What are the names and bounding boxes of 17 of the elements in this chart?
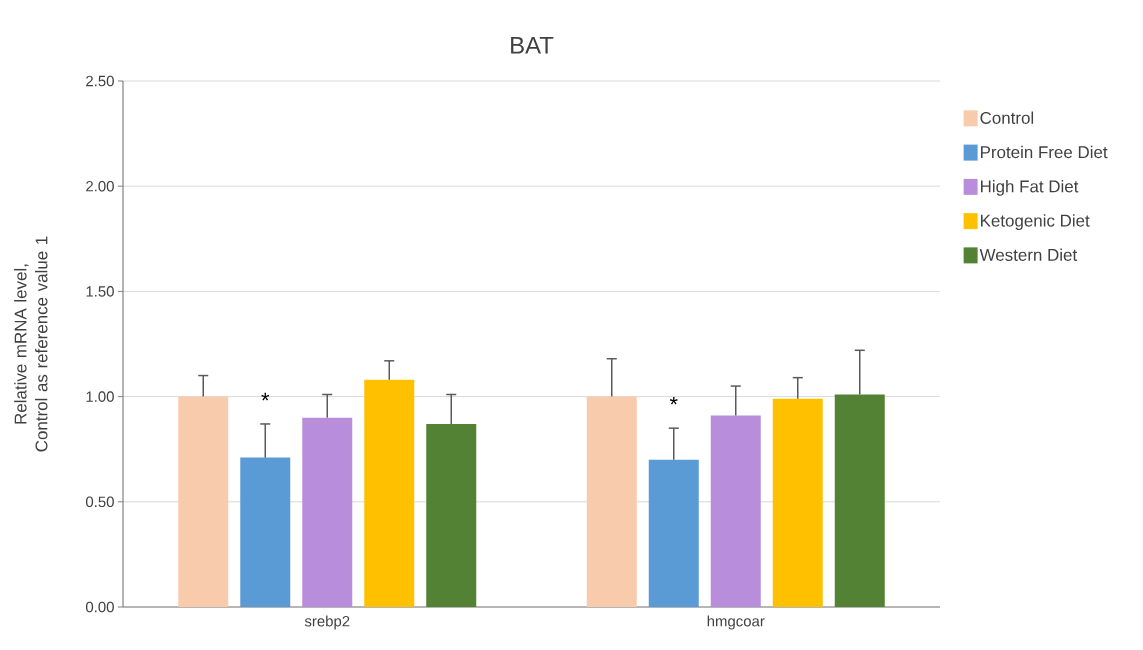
y-tick-label: 0.00 xyxy=(85,601,114,613)
legend-label: Western Diet xyxy=(979,248,1078,261)
y-tick-label: 1.50 xyxy=(86,286,114,297)
chart-title: BAT xyxy=(511,37,554,54)
x-tick-label: hmgcoar xyxy=(707,615,765,630)
y-tick-label: 0.50 xyxy=(85,496,114,508)
legend-label: Protein Free Diet xyxy=(981,145,1108,159)
y-tick-label: 1.00 xyxy=(86,391,114,402)
annotation: * xyxy=(669,396,678,405)
y-tick-label: 2.50 xyxy=(86,75,114,87)
legend-label: Ketogenic Diet xyxy=(981,214,1090,231)
y-axis-title: Relative mRNA level, Control as reference value 1 xyxy=(14,236,48,452)
legend-label: High Fat Diet xyxy=(981,180,1079,196)
legend-label: Control xyxy=(980,111,1034,124)
y-tick-label: 2.00 xyxy=(86,180,114,192)
x-tick-label: srebp2 xyxy=(304,615,350,630)
annotation: * xyxy=(261,392,270,401)
